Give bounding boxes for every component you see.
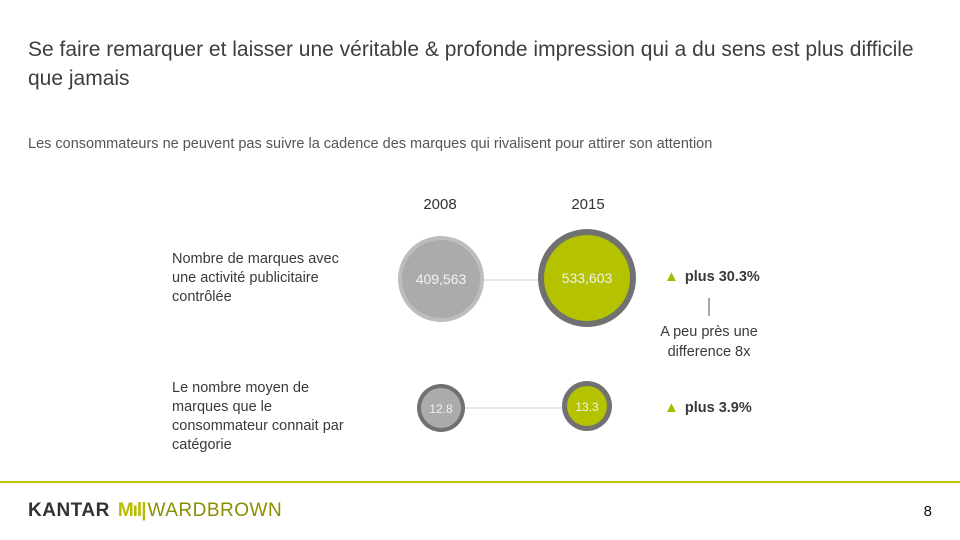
year-label-2008: 2008 (423, 196, 457, 213)
bubble-2008-row-2 (421, 388, 461, 428)
value-label-2015-row-1: 533,603 (562, 270, 613, 286)
page-number: 8 (923, 503, 932, 520)
change-row-2: ▲ plus 3.9% (664, 399, 752, 416)
row-label-brands-known: Le nombre moyen de marques que le consom… (172, 380, 344, 453)
slide-title: Se faire remarquer et laisser une vérita… (28, 38, 914, 90)
value-label-2008-row-1: 409,563 (416, 271, 467, 287)
footer-divider (0, 481, 960, 483)
annotation-note: A peu près une difference 8x (660, 324, 758, 360)
change-row-1-text: plus 30.3% (684, 269, 760, 285)
up-triangle-icon: ▲ (664, 268, 679, 285)
slide-subtitle: Les consommateurs ne peuvent pas suivre … (28, 136, 713, 152)
bubble-2015-row-1 (544, 235, 630, 321)
year-label-2015: 2015 (571, 196, 605, 213)
logo-bars: Mıl| (117, 500, 147, 521)
row-label-brands-advertising: Nombre de marques avec une activité publ… (172, 251, 339, 305)
change-row-1: ▲ plus 30.3% (664, 268, 760, 285)
up-triangle-icon: ▲ (664, 399, 679, 416)
logo-wardbrown: WARDBROWN (147, 500, 283, 521)
logo-kantar: KANTAR (28, 500, 110, 521)
bubble-2015-row-2 (567, 386, 607, 426)
kantar-millward-brown-logo: KANTAR Mıl| WARDBROWN (28, 500, 282, 522)
change-row-2-text: plus 3.9% (684, 400, 752, 416)
value-label-2015-row-2: 13.3 (575, 400, 599, 414)
bubble-2008-row-1 (402, 240, 480, 318)
value-label-2008-row-2: 12.8 (429, 402, 453, 416)
